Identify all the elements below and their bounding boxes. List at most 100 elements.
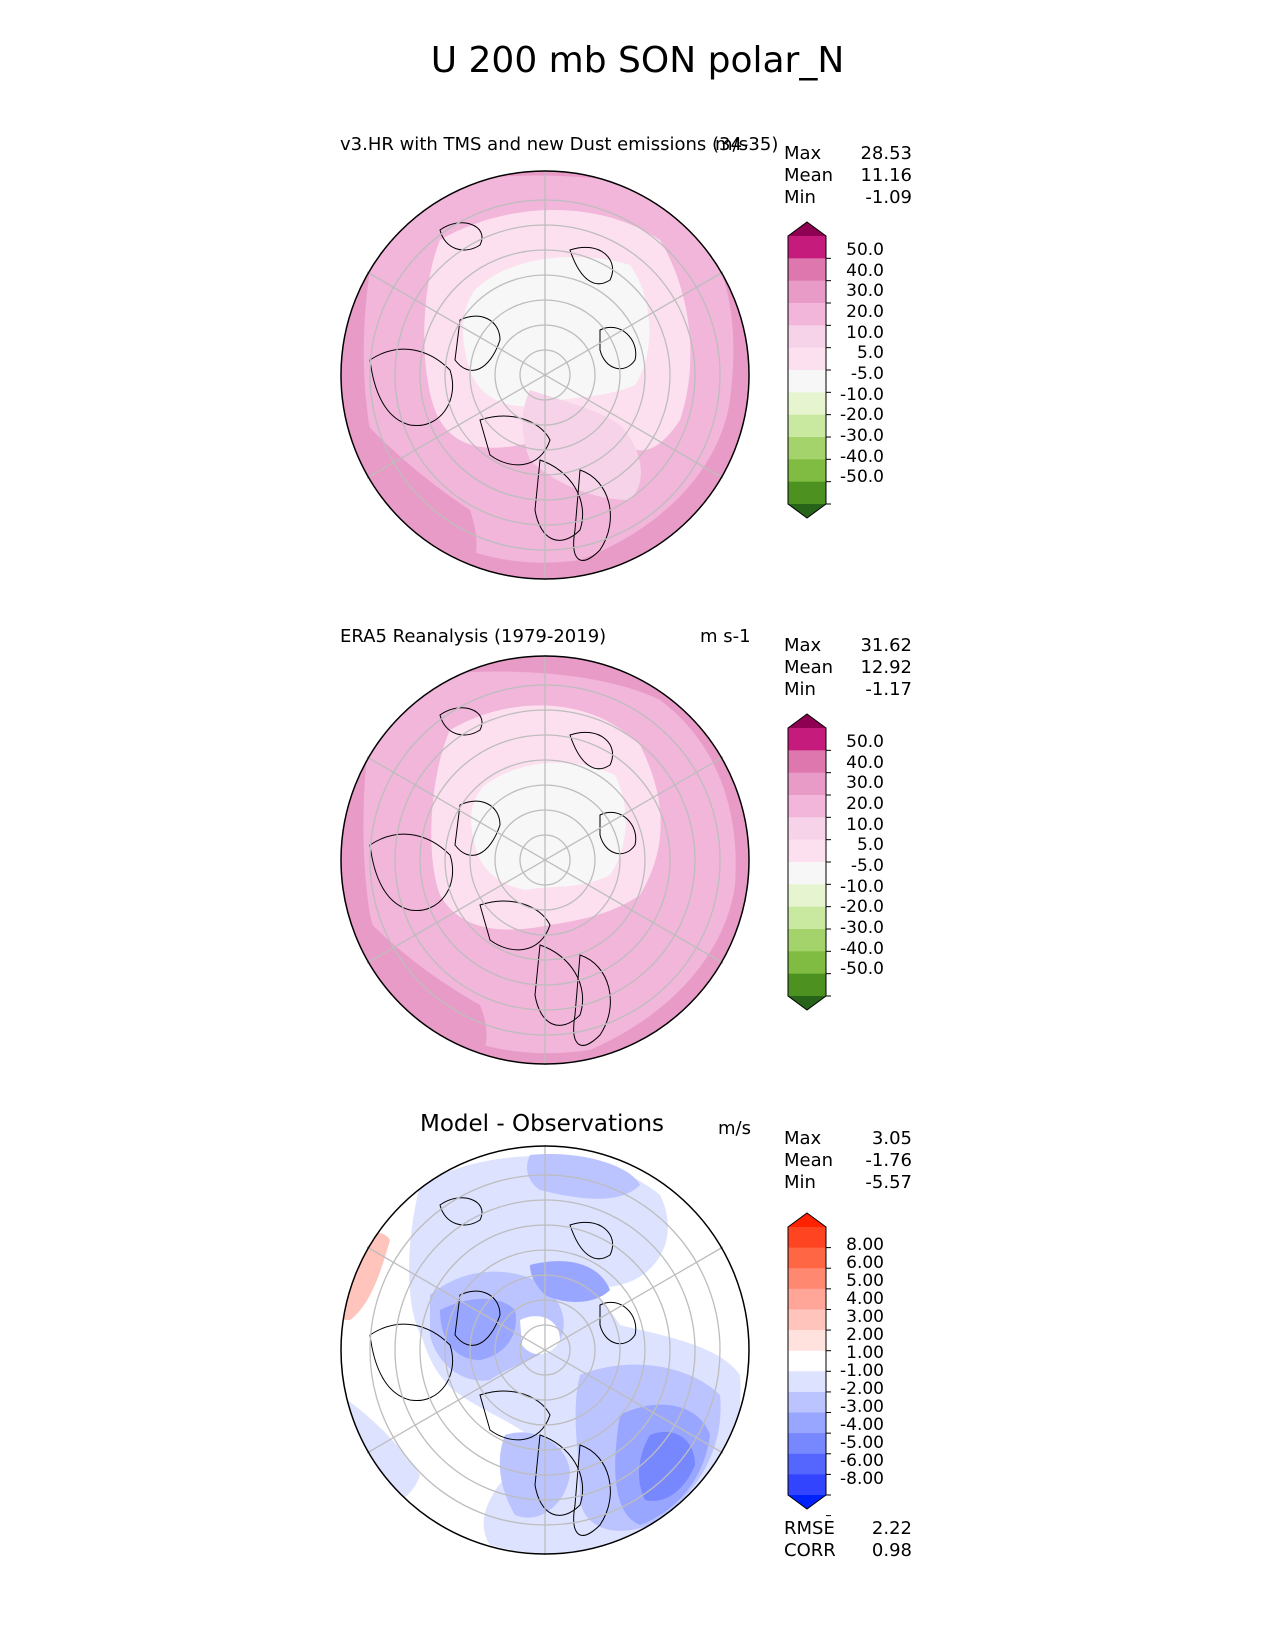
colorbar-tick: 50.0 xyxy=(846,732,884,752)
panel2-units: m s-1 xyxy=(700,626,751,647)
colorbar-cells xyxy=(787,1212,831,1517)
colorbar-cell xyxy=(788,1288,826,1310)
colorbar-tick: 20.0 xyxy=(846,794,884,814)
colorbar-cell xyxy=(788,1309,826,1331)
panel1-colorbar-ticks: 50.0 40.0 30.0 20.0 10.0 5.0 -5.0 -10.0 … xyxy=(832,222,892,518)
stat-value: -1.76 xyxy=(865,1150,912,1171)
stat-value: -1.09 xyxy=(865,187,912,208)
colorbar-cell xyxy=(788,370,826,393)
colorbar-tick: -6.00 xyxy=(840,1451,884,1471)
colorbar-tick: -5.0 xyxy=(850,856,884,876)
stat-value: 28.53 xyxy=(860,143,912,164)
colorbar-tick: -50.0 xyxy=(840,959,884,979)
colorbar-cell xyxy=(788,996,826,1010)
colorbar-tick: -5.0 xyxy=(850,364,884,384)
colorbar-cell xyxy=(788,222,826,236)
colorbar-tick: -20.0 xyxy=(840,405,884,425)
panel3-map xyxy=(340,1145,750,1555)
colorbar-cell xyxy=(788,258,826,282)
colorbar-tick: 30.0 xyxy=(846,773,884,793)
graticule xyxy=(366,655,724,1065)
colorbar-cells xyxy=(787,713,831,1011)
colorbar-tick: -1.00 xyxy=(840,1361,884,1381)
colorbar-cell xyxy=(788,1213,826,1227)
field-band-neg3-4-b xyxy=(530,1261,610,1302)
stat-label: Mean xyxy=(784,165,834,186)
colorbar-swatches xyxy=(787,1212,831,1517)
field-band-near-zero xyxy=(471,762,626,890)
colorbar-tick: -8.00 xyxy=(840,1469,884,1489)
colorbar-cell xyxy=(788,437,826,460)
colorbar-cell xyxy=(788,1247,826,1269)
colorbar-tick: -50.0 xyxy=(840,467,884,487)
stat-value: 2.22 xyxy=(871,1518,912,1539)
colorbar-cell xyxy=(788,1391,826,1414)
colorbar-tick: 6.00 xyxy=(846,1253,884,1273)
colorbar-cell xyxy=(788,750,826,774)
colorbar-cell xyxy=(788,1453,826,1475)
colorbar-cell xyxy=(788,392,826,416)
panel1-map xyxy=(340,170,750,580)
field-band-neg4-5 xyxy=(638,1431,695,1501)
panel2-title: ERA5 Reanalysis (1979-2019) xyxy=(340,626,607,647)
colorbar-cell xyxy=(788,1350,826,1372)
stat-value: -5.57 xyxy=(865,1172,912,1193)
colorbar-cells xyxy=(787,221,831,519)
colorbar-cell xyxy=(788,303,826,326)
stat-value: 0.98 xyxy=(871,1540,912,1561)
colorbar-swatches xyxy=(787,221,831,519)
stat-label: Max xyxy=(784,143,822,164)
colorbar-cell xyxy=(788,884,826,908)
figure-title: U 200 mb SON polar_N xyxy=(430,40,845,81)
panel2-map xyxy=(340,655,750,1065)
colorbar-cell xyxy=(788,929,826,952)
colorbar-cell xyxy=(788,862,826,885)
colorbar-tick: -10.0 xyxy=(840,877,884,897)
colorbar-tick: 8.00 xyxy=(846,1235,884,1255)
colorbar-cell xyxy=(788,772,826,796)
colorbar-tick: -5.00 xyxy=(840,1433,884,1453)
stat-label: Min xyxy=(784,679,816,700)
panel3-colorbar-ticks: 8.00 6.00 5.00 4.00 3.00 2.00 1.00 -1.00… xyxy=(832,1213,892,1509)
colorbar-tick: 10.0 xyxy=(846,323,884,343)
field-band-neg3-4 xyxy=(440,1298,516,1360)
colorbar-cell xyxy=(788,795,826,818)
colorbar-tick: 40.0 xyxy=(846,261,884,281)
colorbar-cell xyxy=(788,1433,826,1455)
panel1-colorbar xyxy=(787,221,898,522)
panel3-units: m/s xyxy=(718,1118,751,1139)
colorbar-cell xyxy=(788,1495,826,1509)
colorbar-tick: -30.0 xyxy=(840,918,884,938)
colorbar-cell xyxy=(788,1474,826,1496)
colorbar-tick: 20.0 xyxy=(846,302,884,322)
colorbar-cell xyxy=(788,1268,826,1290)
colorbar-cell xyxy=(788,839,826,863)
colorbar-cell xyxy=(788,280,826,304)
stat-label: Max xyxy=(784,1128,822,1149)
panel2-colorbar-ticks: 50.0 40.0 30.0 20.0 10.0 5.0 -5.0 -10.0 … xyxy=(832,714,892,1010)
map-boundary xyxy=(340,170,750,580)
panel3-colorbar xyxy=(787,1212,898,1517)
panel3-title: Model - Observations xyxy=(420,1111,665,1137)
map-boundary xyxy=(340,1145,750,1555)
colorbar-tick: 40.0 xyxy=(846,753,884,773)
colorbar-tick: 5.0 xyxy=(856,835,884,855)
colorbar-tick: -30.0 xyxy=(840,426,884,446)
colorbar-cell xyxy=(788,1227,826,1249)
graticule xyxy=(366,170,724,580)
stat-label: Min xyxy=(784,1172,816,1193)
colorbar-tick: 3.00 xyxy=(846,1307,884,1327)
stat-label: Mean xyxy=(784,657,834,678)
colorbar-swatches xyxy=(787,713,831,1011)
colorbar-cell xyxy=(788,504,826,518)
colorbar-tick: 30.0 xyxy=(846,281,884,301)
coastlines xyxy=(369,1197,637,1536)
graticule xyxy=(366,1145,724,1555)
colorbar-cell xyxy=(788,481,826,505)
panel2-stats: Max 31.62 Mean 12.92 Min -1.17 xyxy=(784,635,912,701)
colorbar-tick: -40.0 xyxy=(840,939,884,959)
stat-label: Min xyxy=(784,187,816,208)
field-band-5-10-b xyxy=(522,390,641,500)
colorbar-cell xyxy=(788,459,826,483)
colorbar-tick: 10.0 xyxy=(846,815,884,835)
